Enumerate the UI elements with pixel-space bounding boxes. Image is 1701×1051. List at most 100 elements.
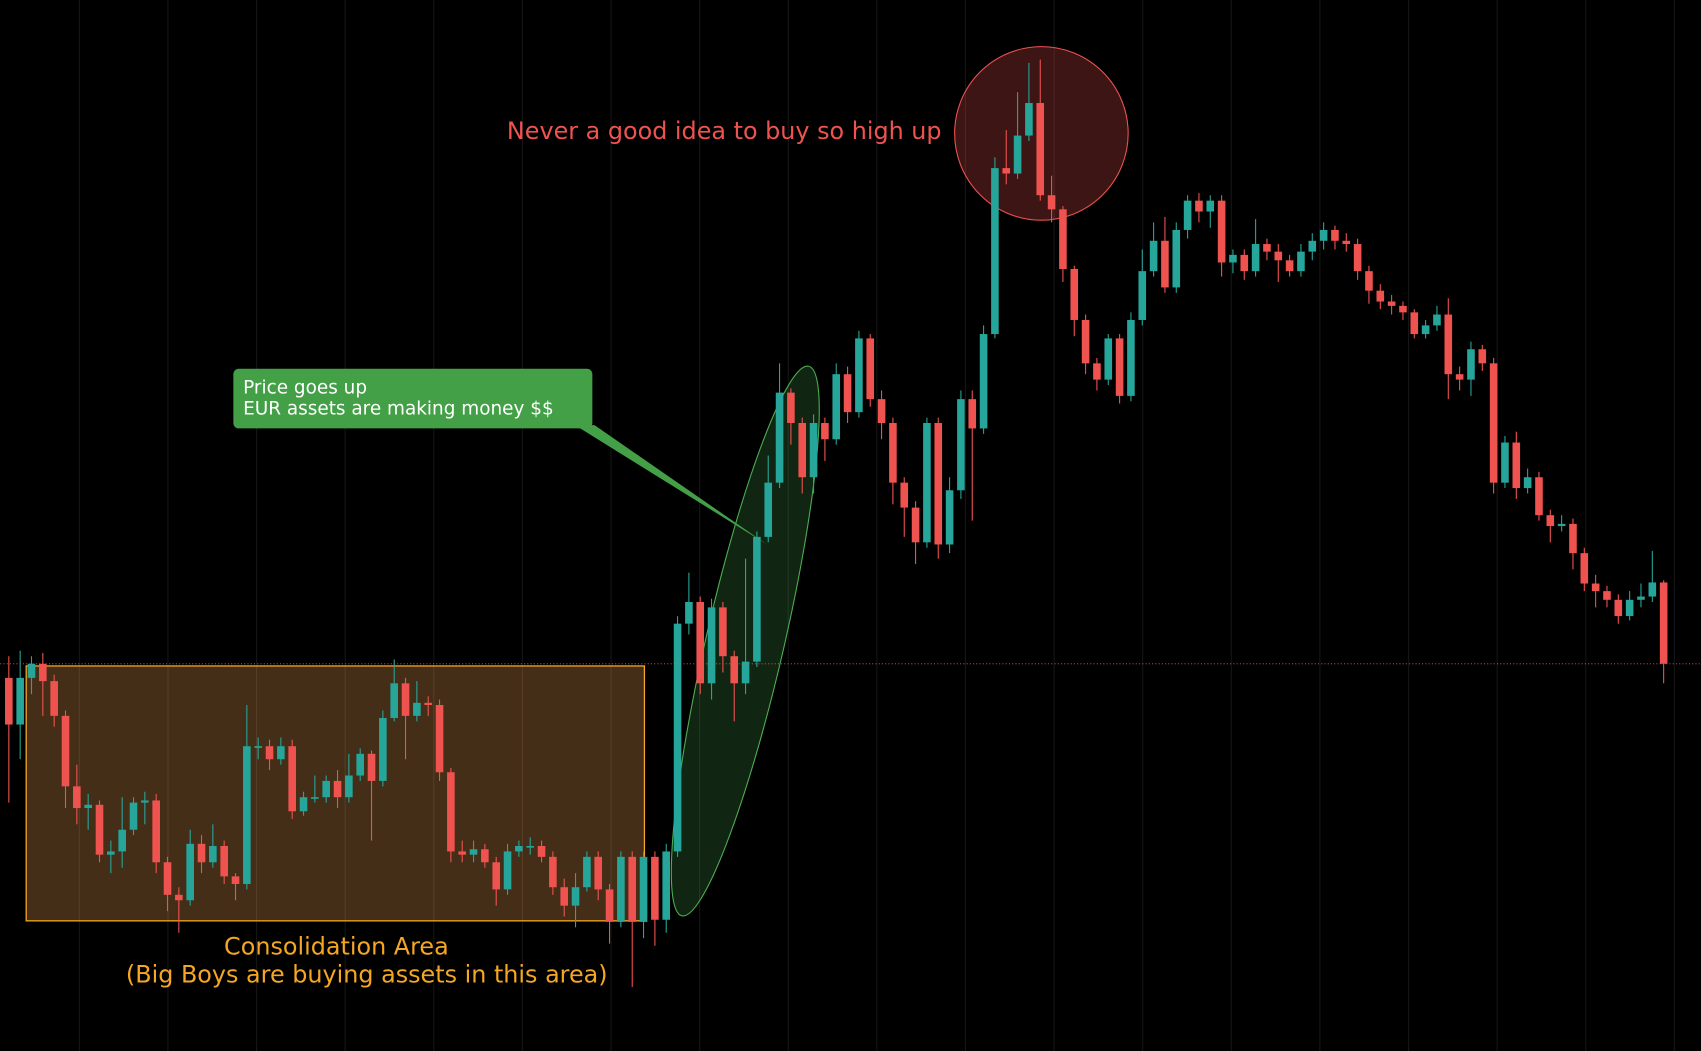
candle-body [390, 683, 398, 719]
candle-body [1410, 312, 1419, 335]
candle-body [1274, 251, 1283, 261]
candle-body [968, 399, 977, 429]
candle-body [1387, 301, 1396, 306]
candle-body [492, 862, 501, 890]
candle-body [1206, 200, 1215, 212]
candle-body [118, 829, 126, 852]
candle-body [1025, 103, 1033, 136]
candle-body [1433, 314, 1441, 326]
candle-body [27, 663, 36, 678]
candle-body [1455, 374, 1464, 380]
candle-body [1614, 599, 1623, 617]
candle-body [186, 843, 194, 901]
peak-annotation: Never a good idea to buy so high up [507, 117, 942, 145]
candle-body [741, 661, 750, 684]
candle-body [288, 746, 296, 812]
candle-body [1013, 135, 1022, 174]
candle-body [945, 490, 954, 545]
candle-body [1489, 363, 1498, 483]
candle-body [367, 753, 376, 781]
candle-body [651, 856, 659, 920]
candle-body [1251, 244, 1260, 272]
candle-body [401, 683, 410, 716]
candle-body [843, 374, 852, 413]
candle-body [911, 507, 920, 543]
candle-body [1569, 523, 1577, 554]
candle-body [503, 851, 512, 890]
candle-body [526, 846, 535, 848]
candle-body [1501, 442, 1509, 483]
candle-body [1331, 229, 1339, 241]
candle-body [1104, 338, 1113, 380]
candle-body [1557, 523, 1566, 527]
candle-body [141, 800, 149, 803]
candle-body [571, 887, 580, 906]
candle-body [1172, 229, 1181, 288]
candle-body [1648, 582, 1657, 597]
candle-body [220, 846, 228, 877]
candle-body [447, 772, 455, 852]
candle-body [1195, 200, 1203, 212]
candle-body [1467, 349, 1475, 380]
candle-body [333, 780, 342, 798]
candle-body [832, 374, 841, 440]
candle-body [560, 887, 569, 906]
candle-body [1002, 168, 1011, 174]
candle-body [1059, 209, 1067, 269]
candle-body [605, 889, 614, 922]
candle-body [1297, 251, 1305, 272]
candle-body [1036, 103, 1045, 196]
candle-body [991, 168, 999, 335]
candle-body [628, 856, 637, 922]
candle-body [594, 856, 603, 890]
candle-body [1263, 244, 1271, 252]
candle-body [549, 856, 557, 888]
candle-body [923, 423, 931, 543]
candle-body [107, 851, 115, 855]
candle-body [1308, 240, 1317, 252]
candle-body [424, 702, 432, 706]
candle-body [1637, 596, 1645, 600]
callout-line: EUR assets are making money $$ [243, 398, 554, 419]
candle-body [1229, 254, 1237, 263]
candle-body [934, 423, 943, 545]
candle-body [5, 677, 13, 725]
candle-body [1319, 229, 1328, 241]
candle-body [1365, 271, 1373, 291]
candle-body [197, 843, 206, 863]
candle-body [1183, 200, 1192, 230]
candle-body [866, 338, 875, 400]
candle-body [889, 423, 897, 483]
candle-body [413, 702, 421, 716]
candle-body [1161, 240, 1169, 288]
candle-body [1217, 200, 1226, 263]
candle-body [1240, 254, 1249, 272]
candle-body [231, 876, 240, 884]
candle-body [673, 623, 682, 852]
candle-body [311, 797, 319, 799]
candle-body [254, 746, 262, 748]
candle-body [1580, 553, 1589, 584]
candle-body [1138, 271, 1147, 320]
candle-body [662, 851, 671, 920]
candle-body [175, 894, 183, 901]
candle-body [152, 800, 160, 863]
candle-body [957, 399, 965, 491]
candle-body [877, 399, 886, 424]
candle-body [707, 607, 716, 684]
candle-body [855, 338, 863, 413]
candle-body [1535, 477, 1543, 516]
candle-body [809, 423, 818, 478]
candle-body [764, 482, 773, 537]
candle-body [685, 601, 693, 624]
candle-body [1093, 363, 1101, 380]
candle-body [1478, 349, 1487, 364]
candle-body [1625, 599, 1634, 617]
candle-body [435, 705, 444, 773]
candle-body [730, 656, 739, 684]
candle-body [1149, 240, 1158, 272]
consolidation-label: Consolidation Area [224, 932, 449, 960]
candle-body [345, 775, 353, 798]
candle-body [322, 780, 330, 798]
candle-body [1285, 260, 1294, 272]
